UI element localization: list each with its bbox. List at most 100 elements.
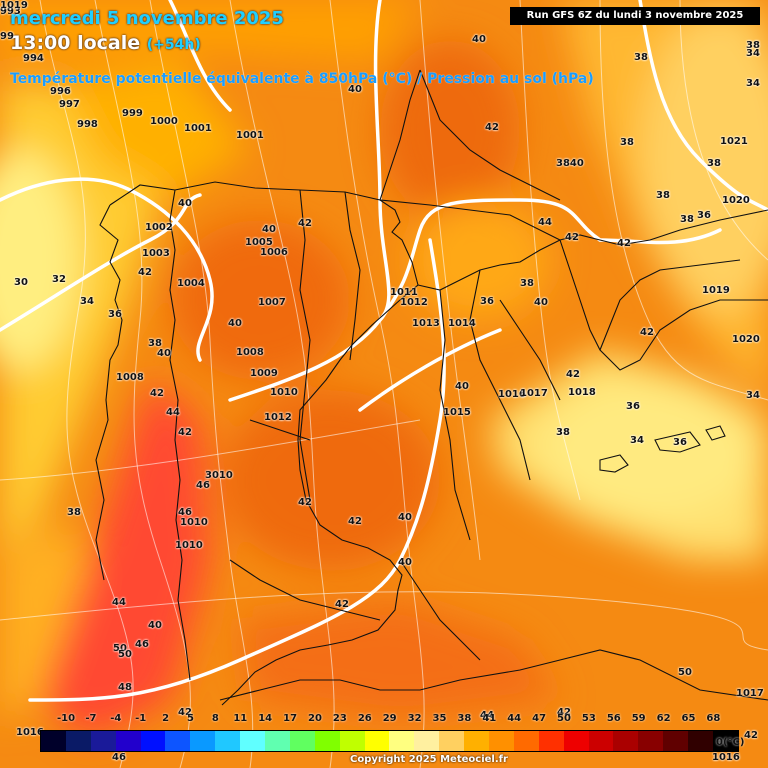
map-value-label: 34 xyxy=(630,435,644,446)
map-value-label: 1018 xyxy=(568,387,596,398)
legend-unit-text: (°C) xyxy=(722,737,745,748)
color-scale-swatch xyxy=(41,731,66,751)
map-value-label: 38 xyxy=(707,158,721,169)
legend-tick: -4 xyxy=(110,713,122,724)
legend-tick: 35 xyxy=(432,713,447,724)
color-scale-swatch xyxy=(215,731,241,751)
map-value-label: 1016 xyxy=(712,752,740,763)
map-value-label: 42 xyxy=(617,238,631,249)
color-scale-swatch xyxy=(65,731,91,751)
map-value-label: 36 xyxy=(697,210,711,221)
color-scale-swatch xyxy=(339,731,365,751)
map-value-label: 42 xyxy=(485,122,499,133)
map-value-label: 1013 xyxy=(412,318,440,329)
color-scale-swatch xyxy=(513,731,539,751)
legend-tick: 11 xyxy=(233,713,248,724)
legend-tick: 2 xyxy=(162,713,170,724)
map-value-label: 42 xyxy=(298,218,312,229)
map-value-label: 1012 xyxy=(400,297,428,308)
map-value-label: 38 xyxy=(680,214,694,225)
map-value-label: 38 xyxy=(520,278,534,289)
legend-unit: 0(°C) xyxy=(716,737,744,748)
map-value-label: 36 xyxy=(480,296,494,307)
legend-tick: 20 xyxy=(308,713,322,724)
color-scale-swatch xyxy=(414,731,440,751)
map-value-label: 42 xyxy=(744,730,758,741)
color-scale-swatch xyxy=(90,731,116,751)
color-scale-swatch xyxy=(464,731,490,751)
map-value-label: 34 xyxy=(80,296,94,307)
legend-tick: 56 xyxy=(606,713,621,724)
map-value-label: 44 xyxy=(112,597,126,608)
run-info-banner: Run GFS 6Z du lundi 3 novembre 2025 xyxy=(510,7,760,25)
map-value-label: 44 xyxy=(166,407,180,418)
legend-tick: 44 xyxy=(507,713,522,724)
map-value-label: 42 xyxy=(178,707,192,718)
color-scale-swatch xyxy=(688,731,714,751)
map-value-label: 1002 xyxy=(145,222,173,233)
map-value-label: 993 xyxy=(0,6,21,17)
map-value-label: 997 xyxy=(59,99,80,110)
map-value-label: 999 xyxy=(122,108,143,119)
map-value-label: 1017 xyxy=(520,388,548,399)
map-value-label: 998 xyxy=(77,119,98,130)
map-value-label: 30 xyxy=(14,277,28,288)
map-value-label: 40 xyxy=(472,34,486,45)
map-value-label: 1010 xyxy=(175,540,203,551)
map-value-label: 40 xyxy=(262,224,276,235)
map-value-label: 1017 xyxy=(736,688,764,699)
product-title: Température potentielle équivalente à 85… xyxy=(10,71,594,87)
legend-tick: 8 xyxy=(211,713,219,724)
color-scale-swatch xyxy=(638,731,664,751)
map-value-label: 42 xyxy=(298,497,312,508)
map-value-label: 1016 xyxy=(498,389,526,400)
map-value-label: 46 xyxy=(112,752,126,763)
map-value-label: 1015 xyxy=(443,407,471,418)
legend-tick: 5 xyxy=(187,713,194,724)
color-scale-swatch xyxy=(613,731,639,751)
map-value-label: 50 xyxy=(678,667,692,678)
color-scale-swatch xyxy=(190,731,216,751)
map-value-label: 1010 xyxy=(180,517,208,528)
map-value-label: 42 xyxy=(566,369,580,380)
legend-tick-labels: -10 -7 -4 -1 2 5 8 11 14 17 20 23 26 29 32 35 38 41 44 47 50… xyxy=(0,713,768,727)
map-value-label: 1001 xyxy=(236,130,264,141)
map-value-label: 50 xyxy=(118,649,132,660)
color-scale-swatch xyxy=(140,731,166,751)
color-scale-swatch xyxy=(389,731,415,751)
map-value-label: 1001 xyxy=(184,123,212,134)
color-scale-swatch xyxy=(289,731,315,751)
legend-tick: 26 xyxy=(357,713,372,724)
lead-time: (+54h) xyxy=(146,37,201,53)
forecast-date: mercredi 5 novembre 2025 xyxy=(10,8,284,29)
color-scale-swatch xyxy=(588,731,614,751)
map-value-label: 1003 xyxy=(142,248,170,259)
legend-tick: 32 xyxy=(407,713,422,724)
map-value-label: 1012 xyxy=(264,412,292,423)
legend-tick: 59 xyxy=(631,713,646,724)
map-value-label: 40 xyxy=(348,84,362,95)
map-value-label: 99 xyxy=(0,31,14,42)
color-scale-swatch xyxy=(439,731,465,751)
map-value-label: 40 xyxy=(398,512,412,523)
map-value-label: 40 xyxy=(157,348,171,359)
legend-tick: 29 xyxy=(382,713,397,724)
legend-tick: 17 xyxy=(283,713,298,724)
map-value-label: 1004 xyxy=(177,278,205,289)
color-scale-swatch xyxy=(165,731,191,751)
map-value-label: 1008 xyxy=(116,372,144,383)
legend-tick: -1 xyxy=(135,713,147,724)
map-value-label: 44 xyxy=(538,217,552,228)
color-scale-swatch xyxy=(713,731,738,751)
forecast-time: 13:00 locale (+54h) xyxy=(10,32,201,54)
map-value-label: 42 xyxy=(640,327,654,338)
map-value-label: 1020 xyxy=(732,334,760,345)
map-value-label: 1019 xyxy=(702,285,730,296)
map-value-label: 1010 xyxy=(270,387,298,398)
color-scale-swatch xyxy=(115,731,141,751)
map-value-label: 42 xyxy=(335,599,349,610)
color-scale-swatch xyxy=(489,731,514,751)
map-value-label: 1016 xyxy=(16,727,44,738)
